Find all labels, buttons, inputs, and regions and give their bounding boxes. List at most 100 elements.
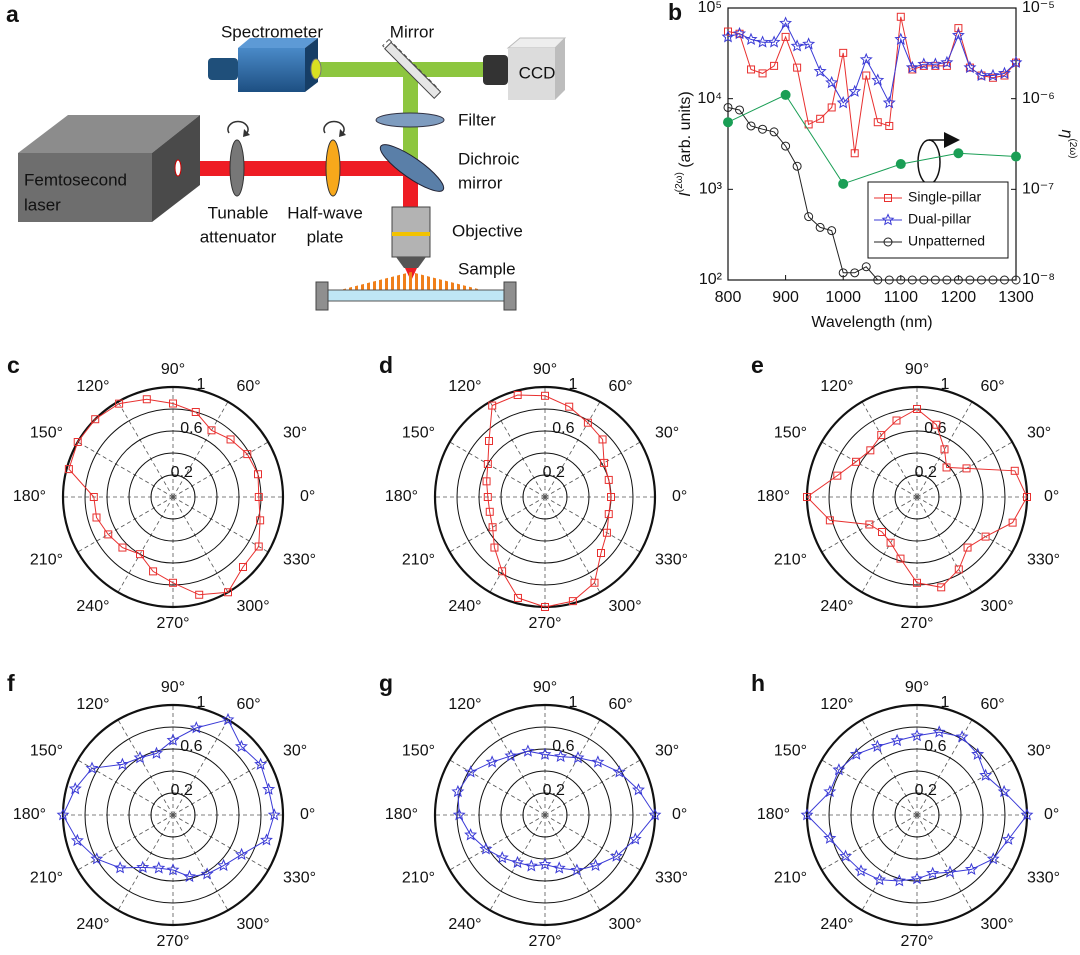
data-point bbox=[932, 725, 946, 738]
radial-tick-label: 1 bbox=[197, 376, 206, 393]
panel-label: d bbox=[379, 352, 393, 378]
angle-label: 330° bbox=[1027, 552, 1060, 569]
data-point bbox=[877, 431, 886, 440]
data-point bbox=[873, 873, 887, 886]
stage-post bbox=[503, 281, 517, 311]
data-point bbox=[513, 593, 522, 602]
angular-grid bbox=[916, 759, 1013, 816]
radial-tick-label: 0.2 bbox=[543, 782, 565, 799]
data-point bbox=[224, 588, 232, 597]
x-tick-label: 1100 bbox=[884, 289, 919, 306]
filter-label: Filter bbox=[458, 110, 496, 129]
data-point bbox=[913, 405, 921, 413]
angular-grid bbox=[172, 759, 269, 816]
radial-grid bbox=[84, 726, 262, 904]
angle-label: 90° bbox=[905, 361, 929, 378]
series-line bbox=[806, 408, 1028, 588]
y2-tick-label: 10⁻⁷ bbox=[1022, 181, 1054, 198]
data-point bbox=[243, 450, 252, 459]
data-point bbox=[488, 523, 497, 532]
data-point bbox=[524, 859, 538, 872]
series-line bbox=[457, 750, 656, 871]
angular-grid bbox=[821, 759, 918, 816]
data-point bbox=[85, 761, 99, 774]
data-point bbox=[628, 832, 642, 845]
data-point bbox=[919, 275, 929, 285]
data-point bbox=[800, 808, 814, 821]
data-point bbox=[942, 275, 952, 285]
data-point bbox=[850, 149, 859, 158]
data-point bbox=[115, 399, 124, 408]
rotation-arrow-head bbox=[243, 129, 250, 137]
data-point bbox=[866, 446, 875, 455]
data-point bbox=[490, 543, 499, 552]
data-point bbox=[254, 542, 263, 551]
panel-label: h bbox=[751, 670, 765, 696]
data-point bbox=[965, 275, 975, 285]
data-point bbox=[648, 808, 662, 821]
radial-grid bbox=[522, 474, 568, 520]
radial-tick-label: 1 bbox=[941, 694, 950, 711]
radial-grid bbox=[894, 474, 940, 520]
angle-label: 60° bbox=[609, 378, 633, 395]
data-point bbox=[882, 95, 896, 109]
setup-diagram: a Femtosecond laser Spectrometer Mirror … bbox=[6, 1, 567, 311]
angle-label: 270° bbox=[528, 615, 561, 632]
data-point bbox=[511, 855, 524, 869]
data-point bbox=[988, 73, 997, 82]
data-point bbox=[803, 493, 811, 501]
mirror bbox=[384, 41, 442, 99]
data-point bbox=[861, 262, 871, 272]
data-point bbox=[790, 39, 804, 52]
angular-grid bbox=[117, 401, 174, 498]
angular-grid bbox=[172, 496, 229, 593]
data-point bbox=[221, 712, 235, 726]
data-point bbox=[979, 768, 993, 781]
data-point bbox=[908, 65, 917, 74]
data-point bbox=[607, 493, 615, 501]
data-point bbox=[1011, 151, 1021, 162]
data-point bbox=[896, 275, 906, 285]
data-point bbox=[827, 103, 836, 112]
data-point bbox=[999, 275, 1009, 285]
data-point bbox=[591, 755, 605, 768]
data-point bbox=[91, 415, 100, 424]
data-point bbox=[92, 513, 101, 522]
data-point bbox=[183, 869, 196, 883]
x-axis-label: Wavelength (nm) bbox=[811, 314, 932, 331]
angular-grid bbox=[117, 496, 174, 593]
y2-tick-label: 10⁻⁶ bbox=[1022, 90, 1055, 107]
radial-tick-label: 1 bbox=[941, 376, 950, 393]
data-point bbox=[971, 747, 985, 760]
y2-axis-label: η(2ω) bbox=[1058, 130, 1079, 159]
data-point bbox=[150, 746, 163, 759]
data-point bbox=[827, 226, 837, 236]
series-line bbox=[486, 394, 612, 608]
data-point bbox=[1001, 832, 1015, 845]
data-point bbox=[590, 578, 599, 587]
y-axis-label: I(2ω) (arb. units) bbox=[674, 91, 695, 196]
angle-label: 60° bbox=[237, 378, 261, 395]
data-point bbox=[953, 148, 964, 159]
data-point bbox=[758, 69, 767, 78]
angle-label: 270° bbox=[900, 933, 933, 950]
angle-label: 30° bbox=[1027, 425, 1051, 442]
angular-grid bbox=[544, 814, 641, 871]
data-point bbox=[485, 755, 499, 768]
data-point bbox=[723, 117, 733, 128]
data-point bbox=[940, 445, 949, 454]
angular-grid bbox=[544, 719, 601, 816]
angular-grid bbox=[77, 759, 174, 816]
data-point bbox=[849, 747, 863, 760]
angle-label: 300° bbox=[237, 598, 270, 615]
angular-grid bbox=[77, 814, 174, 871]
data-point bbox=[951, 28, 965, 41]
data-point bbox=[981, 532, 990, 541]
legend-marker bbox=[881, 213, 895, 226]
ccd-label: CCD bbox=[519, 63, 556, 82]
data-point bbox=[735, 105, 745, 115]
radial-grid bbox=[828, 726, 1006, 904]
data-point bbox=[910, 729, 924, 742]
data-point bbox=[583, 418, 592, 427]
angular-grid bbox=[449, 441, 546, 498]
